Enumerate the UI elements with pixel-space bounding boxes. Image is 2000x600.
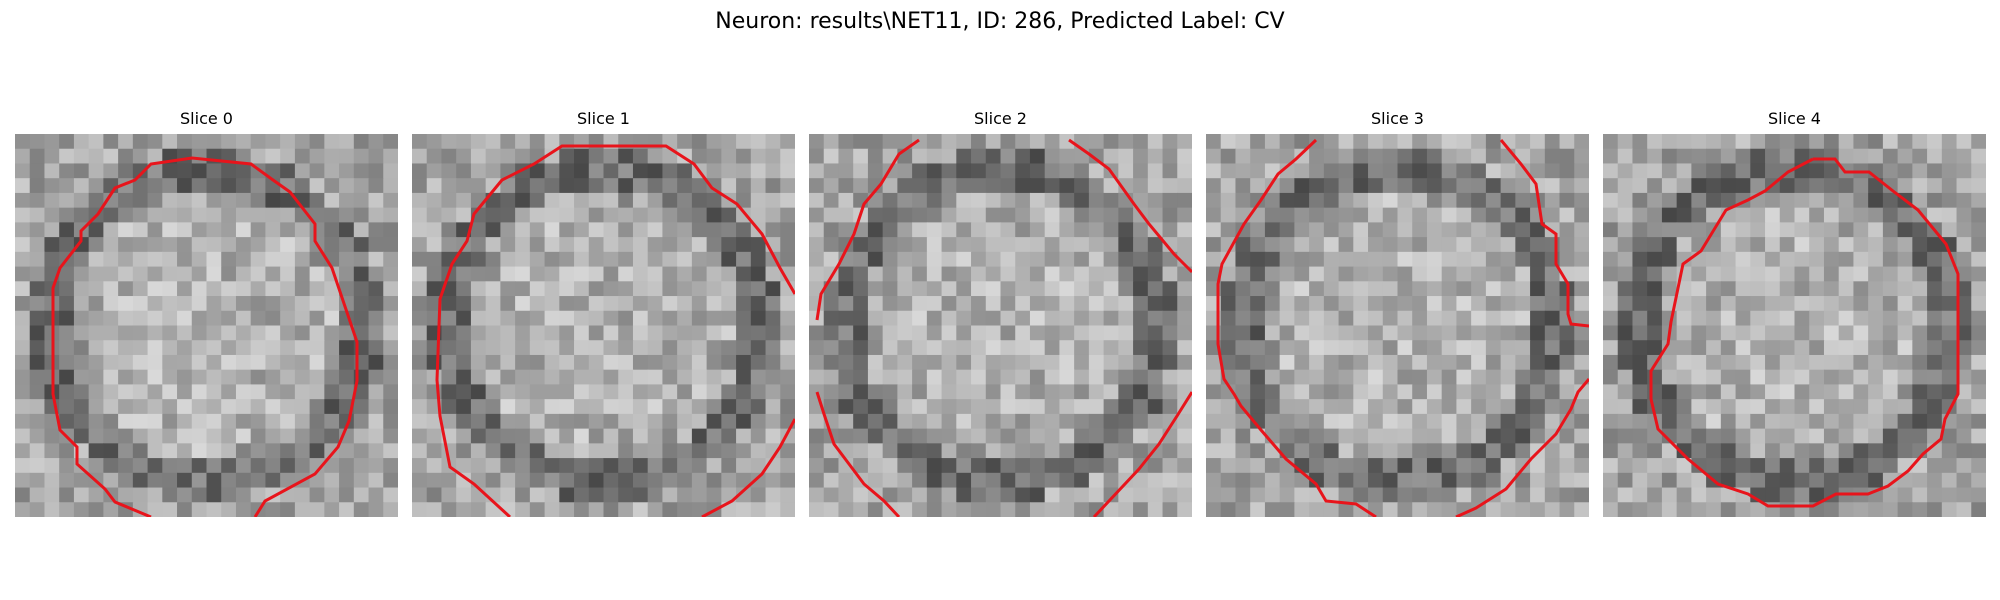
membrane-contour: [1455, 378, 1589, 517]
slice-title: Slice 1: [577, 109, 630, 128]
slice-image: [1603, 134, 1986, 517]
membrane-contour: [701, 418, 795, 517]
membrane-contour: [1499, 139, 1589, 328]
membrane-contour: [1649, 157, 1960, 508]
membrane-contour: [435, 144, 795, 517]
slice-image: [15, 134, 398, 517]
slice-title: Slice 2: [974, 109, 1027, 128]
membrane-contour: [1092, 391, 1192, 517]
figure-title: Neuron: results\NET11, ID: 286, Predicte…: [715, 9, 1285, 34]
slice-title: Slice 4: [1768, 109, 1821, 128]
slice-image: [1206, 134, 1589, 517]
slice-image: [809, 134, 1192, 517]
membrane-contour: [1068, 138, 1192, 274]
membrane-contour: [1216, 138, 1377, 517]
membrane-contour: [815, 138, 920, 321]
slice-title: Slice 0: [180, 109, 233, 128]
membrane-contour: [815, 391, 901, 517]
slice-image: [412, 134, 795, 517]
membrane-contour: [51, 156, 359, 517]
slice-title: Slice 3: [1371, 109, 1424, 128]
